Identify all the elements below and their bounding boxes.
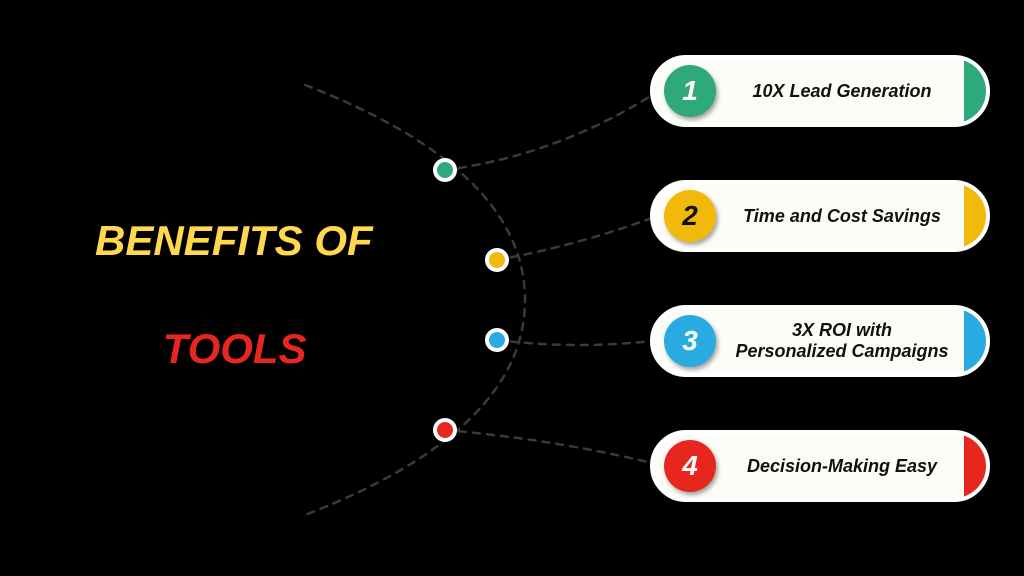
title-ai: AI bbox=[95, 325, 137, 372]
pill-number: 2 bbox=[682, 200, 698, 232]
arc-node-1 bbox=[433, 158, 457, 182]
title-block: BENEFITS OF MARKETING AI TOOLS bbox=[95, 220, 405, 370]
pill-label: Decision-Making Easy bbox=[716, 456, 964, 477]
pill-number-circle: 3 bbox=[664, 315, 716, 367]
pill-endcap bbox=[964, 434, 986, 498]
pill-number-circle: 1 bbox=[664, 65, 716, 117]
pill-endcap bbox=[964, 309, 986, 373]
benefit-pill-1: 1 10X Lead Generation bbox=[650, 55, 990, 127]
arc-node-2 bbox=[485, 248, 509, 272]
benefit-pill-4: 4 Decision-Making Easy bbox=[650, 430, 990, 502]
pill-label: 10X Lead Generation bbox=[716, 81, 964, 102]
pill-number: 1 bbox=[682, 75, 698, 107]
benefit-pill-3: 3 3X ROI with Personalized Campaigns bbox=[650, 305, 990, 377]
title-line3: AI TOOLS bbox=[95, 328, 405, 370]
pill-number: 4 bbox=[682, 450, 698, 482]
title-line2: MARKETING bbox=[95, 274, 405, 316]
pill-label: 3X ROI with Personalized Campaigns bbox=[716, 320, 964, 361]
arc-node-4 bbox=[433, 418, 457, 442]
infographic-stage: BENEFITS OF MARKETING AI TOOLS 1 10X Lead… bbox=[0, 0, 1024, 576]
pill-number-circle: 2 bbox=[664, 190, 716, 242]
pill-number: 3 bbox=[682, 325, 698, 357]
pill-endcap bbox=[964, 184, 986, 248]
pill-label: Time and Cost Savings bbox=[716, 206, 964, 227]
benefit-pill-2: 2 Time and Cost Savings bbox=[650, 180, 990, 252]
title-tools: TOOLS bbox=[163, 325, 307, 372]
pill-endcap bbox=[964, 59, 986, 123]
arc-node-3 bbox=[485, 328, 509, 352]
pill-number-circle: 4 bbox=[664, 440, 716, 492]
title-line1: BENEFITS OF bbox=[95, 220, 405, 262]
